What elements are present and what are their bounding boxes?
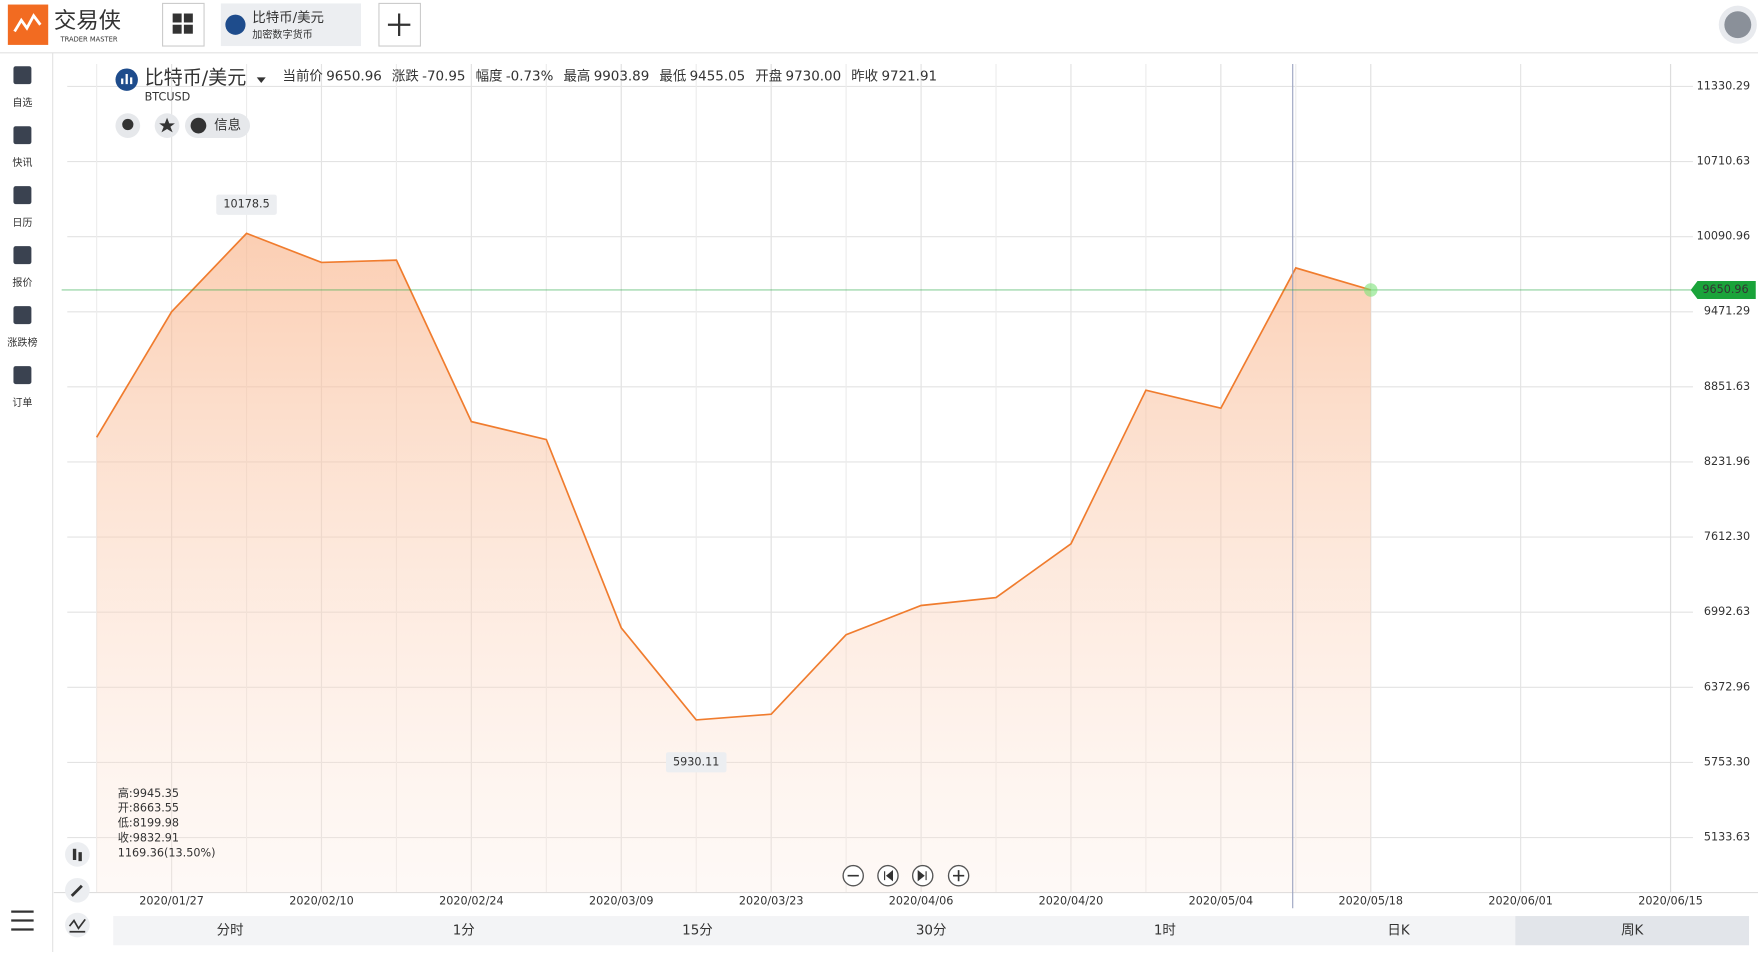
current-price-badge — [1690, 281, 1756, 299]
stat-value: 9903.89 — [594, 69, 650, 84]
sidebar-icon[interactable] — [13, 366, 32, 385]
y-tick-label: 6992.63 — [1704, 605, 1750, 618]
ohlc-line: 收:9832.91 — [118, 831, 179, 845]
annotation-label: 5930.11 — [673, 755, 719, 768]
chart-tools — [11, 842, 970, 938]
x-tick-label: 2020/02/24 — [439, 894, 504, 907]
period-tab[interactable]: 1分 — [453, 923, 475, 939]
x-tick-label: 2020/02/10 — [289, 894, 354, 907]
y-tick-label: 8851.63 — [1704, 380, 1750, 393]
current-dot — [1364, 283, 1378, 297]
ohlc-line: 高:9945.35 — [118, 786, 179, 800]
x-tick-label: 2020/03/23 — [739, 894, 804, 907]
stat-value: -0.73% — [506, 69, 554, 84]
stat-value: 9455.05 — [690, 69, 746, 84]
period-active — [1515, 916, 1750, 946]
x-tick-label: 2020/04/06 — [889, 894, 954, 907]
ohlc-line: 开:8663.55 — [118, 802, 179, 815]
y-tick-label: 6372.96 — [1704, 680, 1750, 693]
symbol-code: BTCUSD — [145, 91, 191, 104]
period-bar-bg — [113, 916, 1750, 946]
current-price-label: 9650.96 — [1702, 283, 1748, 296]
tab-sub: 加密数字货币 — [252, 28, 312, 41]
add-button[interactable] — [378, 2, 422, 47]
sidebar-label: 订单 — [12, 397, 32, 409]
sidebar-icon[interactable] — [13, 186, 32, 205]
period-tab[interactable]: 30分 — [916, 923, 947, 939]
symbol-info: 比特币/美元 BTCUSD 信息 — [115, 67, 266, 138]
sidebar-label: 自选 — [12, 96, 32, 109]
logo-sub: TRADER MASTER — [60, 35, 118, 43]
y-tick-label: 10090.96 — [1697, 230, 1750, 243]
x-tick-label: 2020/03/09 — [589, 894, 654, 907]
sidebar-icon[interactable] — [13, 66, 32, 85]
x-tick-label: 2020/01/27 — [139, 894, 204, 907]
stat-label: 最低 — [659, 68, 686, 84]
ohlc-line: 低:8199.98 — [118, 817, 179, 830]
x-tick-label: 2020/04/20 — [1039, 894, 1104, 907]
sidebar-label: 涨跌榜 — [7, 336, 37, 349]
y-tick-label: 5753.30 — [1704, 755, 1750, 768]
tab-title: 比特币/美元 — [252, 10, 324, 26]
price-line — [95, 232, 1371, 721]
annotation-box — [216, 194, 277, 215]
candle-tool[interactable] — [65, 842, 90, 867]
ohlc-line: 1169.36(13.50%) — [118, 846, 216, 859]
stat-label: 当前价 — [283, 67, 324, 84]
stat-value: 9730.00 — [786, 69, 842, 84]
sidebar-icon[interactable] — [13, 246, 32, 265]
x-tick-label: 2020/06/01 — [1488, 894, 1553, 907]
annotation-label: 10178.5 — [223, 198, 269, 211]
logo-text: 交易侠 — [54, 8, 121, 34]
period-tab[interactable]: 日K — [1387, 924, 1410, 939]
y-tick-label: 8231.96 — [1704, 455, 1750, 468]
y-tick-label: 7612.30 — [1704, 530, 1750, 543]
period-tab[interactable]: 分时 — [217, 923, 244, 939]
sidebar-icon[interactable] — [13, 126, 32, 145]
stat-label: 昨收 — [851, 68, 878, 84]
period-tab[interactable]: 周K — [1621, 924, 1644, 939]
x-tick-label: 2020/05/18 — [1338, 894, 1403, 907]
y-tick-label: 9471.29 — [1704, 305, 1750, 318]
ohlc-box: 高:9945.35 开:8663.55 低:8199.98收:9832.911169… — [118, 786, 216, 860]
stat-value: -70.95 — [422, 69, 465, 84]
period-tab[interactable]: 1时 — [1154, 923, 1176, 939]
period-bar: 分时 1分 15分 30分 1时 日K 周K — [113, 916, 1750, 946]
stat-label: 最高 — [563, 67, 590, 84]
stat-label: 幅度 — [476, 68, 503, 84]
area — [96, 233, 1371, 893]
sidebar-label: 报价 — [12, 276, 32, 289]
x-tick-label: 2020/05/04 — [1189, 894, 1254, 907]
y-tick-label: 5133.63 — [1704, 831, 1750, 844]
sidebar-label: 日历 — [12, 217, 32, 229]
menu-button[interactable] — [11, 910, 34, 931]
chart: 11330.29 10710.63 10090.96 9471.29 8851.63 82… — [53, 63, 1758, 909]
sidebar-label: 快讯 — [12, 157, 32, 169]
stats: 当前价 9650.96 涨跌 -70.95 幅度 -0.73% 最高 9903.89 最低 945… — [283, 67, 938, 84]
x-tick-label: 2020/06/15 — [1638, 894, 1703, 907]
y-tick-label: 10710.63 — [1697, 155, 1750, 168]
stat-value: 9650.96 — [326, 69, 382, 84]
symbol-name[interactable]: 比特币/美元 — [145, 67, 247, 89]
stat-label: 开盘 — [755, 67, 782, 84]
stat-value: 9721.91 — [881, 69, 937, 84]
annotation-box — [665, 752, 727, 773]
stat-label: 涨跌 — [392, 68, 419, 84]
period-tab[interactable]: 15分 — [682, 923, 713, 939]
info-label: 信息 — [214, 117, 241, 134]
sidebar-icon[interactable] — [13, 306, 32, 325]
grid-button[interactable] — [162, 2, 205, 47]
y-tick-label: 11330.29 — [1697, 79, 1750, 92]
